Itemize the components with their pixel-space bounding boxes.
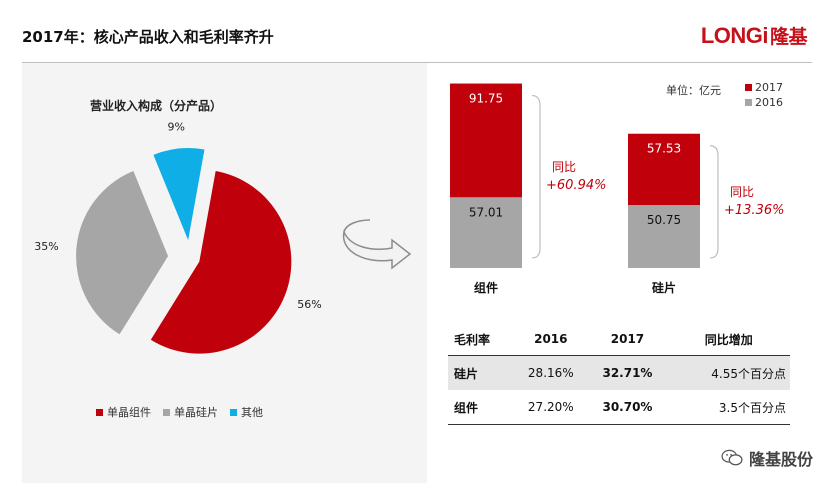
- pie-label-wafers: 35%: [34, 240, 58, 253]
- bar-legend: 2017 2016: [745, 80, 783, 110]
- category-label: 硅片: [652, 280, 676, 295]
- pie-slice-wafers: [76, 170, 169, 335]
- unit-label: 单位：亿元: [666, 84, 721, 97]
- bar-2016: [450, 197, 522, 268]
- page-title: 2017年：核心产品收入和毛利率齐升: [22, 28, 274, 46]
- pie-legend: 单晶组件 单晶硅片 其他: [96, 404, 263, 420]
- legend-item-other: 其他: [230, 404, 263, 420]
- legend-swatch-cyan: [230, 408, 237, 416]
- legend-swatch-red: [745, 84, 752, 91]
- bar-label-2016: 57.01: [469, 205, 503, 219]
- table-cell: 32.71%: [587, 355, 668, 390]
- watermark: 隆基股份: [721, 446, 813, 470]
- legend-label: 2017: [755, 81, 783, 94]
- yoy-value: +60.94%: [546, 178, 606, 193]
- header-divider: [22, 62, 812, 63]
- legend-swatch-gray: [163, 408, 170, 416]
- yoy-label: 同比: [730, 185, 754, 199]
- legend-swatch-gray: [745, 99, 752, 106]
- table-cell: 组件: [448, 390, 515, 425]
- table-header: 2017: [587, 323, 668, 356]
- logo-cjk: 隆基: [769, 26, 808, 48]
- legend-label: 单晶组件: [107, 406, 151, 419]
- table-header: 2016: [514, 323, 588, 356]
- table-cell: 3.5个百分点: [667, 390, 790, 425]
- wechat-icon: [721, 449, 743, 466]
- watermark-text: 隆基股份: [748, 450, 813, 469]
- legend-item-2016: 2016: [745, 95, 783, 110]
- yoy-value: +13.36%: [724, 203, 784, 218]
- bar-label-2017: 91.75: [469, 92, 503, 106]
- yoy-bracket: [709, 145, 719, 259]
- legend-item-wafers: 单晶硅片: [163, 404, 218, 420]
- table-header: 同比增加: [667, 323, 790, 356]
- pie-label-other: 9%: [168, 121, 185, 134]
- pie-slice-modules: [150, 171, 292, 354]
- table-cell: 30.70%: [587, 390, 668, 425]
- yoy-bracket: [531, 94, 541, 259]
- bar-label-2017: 57.53: [647, 142, 681, 156]
- curved-arrow-icon: [342, 219, 412, 270]
- table-cell: 硅片: [448, 355, 515, 390]
- table-cell: 28.16%: [514, 355, 588, 390]
- table-cell: 4.55个百分点: [667, 355, 790, 390]
- logo-latin: LONGi: [700, 23, 769, 48]
- gross-margin-table: 毛利率 2016 2017 同比增加 硅片 28.16% 32.71% 4.55…: [448, 323, 790, 425]
- bar-2016: [628, 205, 700, 268]
- legend-label: 2016: [755, 96, 783, 109]
- table-row: 组件 27.20% 30.70% 3.5个百分点: [448, 390, 790, 425]
- table-header: 毛利率: [448, 323, 515, 356]
- bar-2017: [450, 83, 522, 198]
- pie-chart-title: 营业收入构成（分产品）: [90, 99, 223, 113]
- legend-swatch-red: [96, 408, 103, 416]
- legend-item-modules: 单晶组件: [96, 404, 151, 420]
- table-cell: 27.20%: [514, 390, 588, 425]
- pie-slice-other: [153, 148, 205, 241]
- bar-2017: [628, 133, 700, 206]
- company-logo: LONGi 隆基: [700, 22, 808, 49]
- category-label: 组件: [474, 280, 498, 295]
- yoy-label: 同比: [552, 160, 576, 174]
- pie-label-modules: 56%: [297, 298, 321, 311]
- legend-label: 其他: [241, 406, 263, 419]
- legend-label: 单晶硅片: [174, 406, 218, 419]
- legend-item-2017: 2017: [745, 80, 783, 95]
- table-row: 硅片 28.16% 32.71% 4.55个百分点: [448, 355, 790, 390]
- bar-label-2016: 50.75: [647, 213, 681, 227]
- table-header-row: 毛利率 2016 2017 同比增加: [448, 323, 790, 356]
